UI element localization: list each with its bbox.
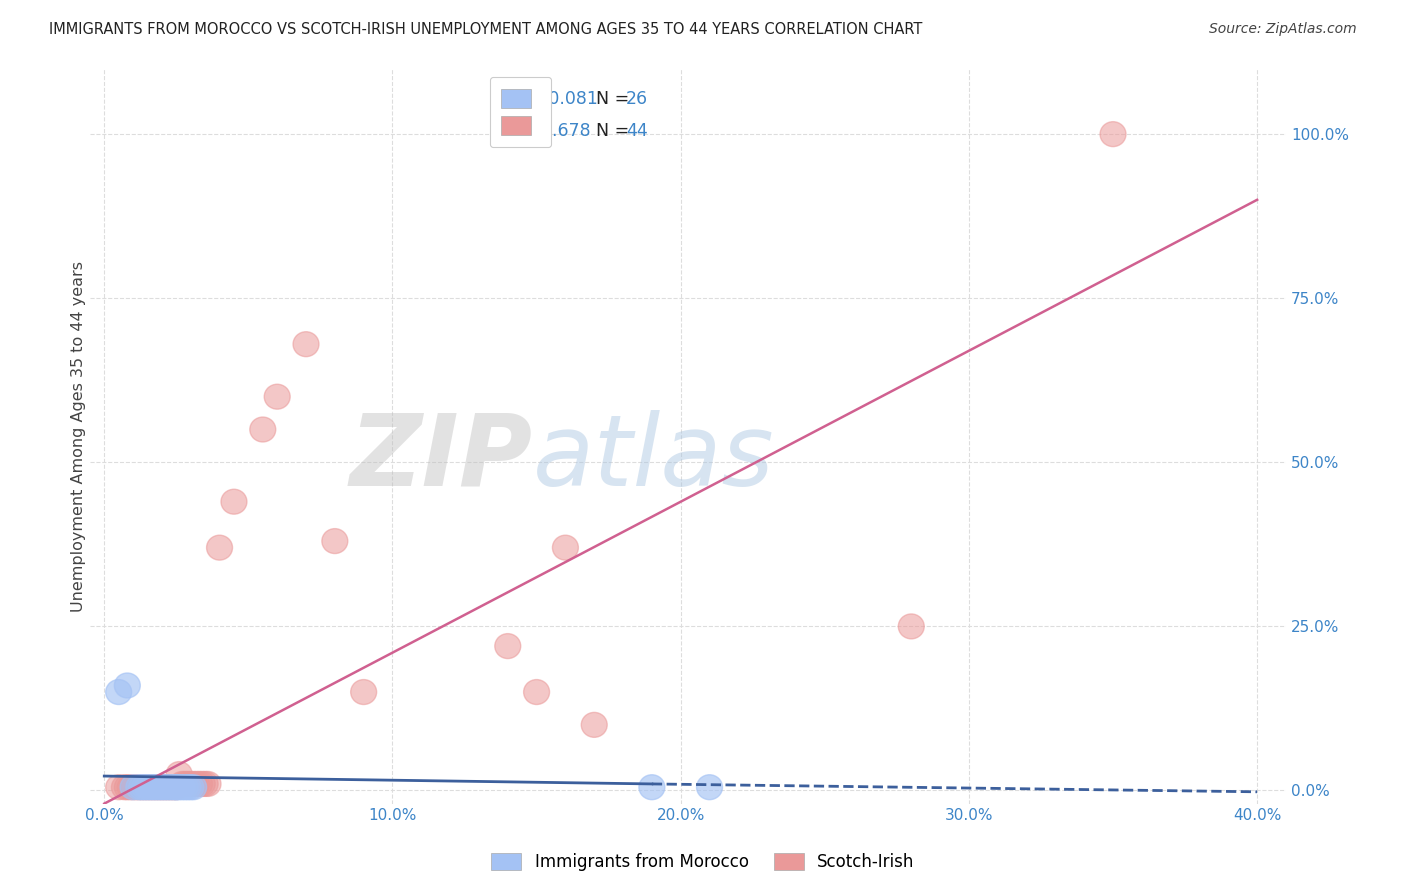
Ellipse shape	[264, 384, 290, 409]
Ellipse shape	[149, 775, 174, 800]
Ellipse shape	[157, 775, 184, 800]
Ellipse shape	[135, 775, 160, 800]
Ellipse shape	[105, 680, 132, 705]
Text: atlas: atlas	[533, 409, 775, 507]
Text: IMMIGRANTS FROM MOROCCO VS SCOTCH-IRISH UNEMPLOYMENT AMONG AGES 35 TO 44 YEARS C: IMMIGRANTS FROM MOROCCO VS SCOTCH-IRISH …	[49, 22, 922, 37]
Ellipse shape	[152, 775, 177, 800]
Ellipse shape	[114, 775, 141, 800]
Ellipse shape	[350, 680, 377, 705]
Y-axis label: Unemployment Among Ages 35 to 44 years: Unemployment Among Ages 35 to 44 years	[72, 260, 86, 612]
Ellipse shape	[129, 775, 155, 800]
Ellipse shape	[163, 775, 190, 800]
Ellipse shape	[138, 775, 163, 800]
Ellipse shape	[169, 772, 195, 797]
Text: -0.081: -0.081	[541, 90, 598, 109]
Ellipse shape	[172, 775, 198, 800]
Ellipse shape	[180, 772, 207, 797]
Ellipse shape	[143, 775, 169, 800]
Ellipse shape	[105, 775, 132, 800]
Ellipse shape	[146, 775, 172, 800]
Ellipse shape	[638, 775, 665, 800]
Ellipse shape	[166, 762, 193, 787]
Ellipse shape	[696, 775, 723, 800]
Ellipse shape	[160, 775, 187, 800]
Ellipse shape	[169, 775, 195, 800]
Ellipse shape	[146, 775, 172, 800]
Ellipse shape	[177, 775, 204, 800]
Ellipse shape	[322, 529, 347, 554]
Ellipse shape	[155, 775, 180, 800]
Text: R =: R =	[515, 122, 558, 140]
Text: 44: 44	[626, 122, 647, 140]
Ellipse shape	[553, 535, 578, 560]
Ellipse shape	[120, 775, 146, 800]
Ellipse shape	[163, 775, 190, 800]
Ellipse shape	[114, 673, 141, 698]
Ellipse shape	[141, 775, 166, 800]
Text: R =: R =	[515, 90, 553, 109]
Ellipse shape	[250, 417, 276, 442]
Ellipse shape	[581, 713, 607, 738]
Ellipse shape	[111, 775, 138, 800]
Ellipse shape	[160, 775, 187, 800]
Ellipse shape	[195, 772, 221, 797]
Ellipse shape	[138, 775, 163, 800]
Ellipse shape	[292, 332, 319, 357]
Ellipse shape	[157, 775, 184, 800]
Text: N =: N =	[596, 122, 634, 140]
Legend: , : ,	[489, 77, 551, 147]
Ellipse shape	[898, 614, 924, 639]
Ellipse shape	[155, 775, 180, 800]
Legend: Immigrants from Morocco, Scotch-Irish: Immigrants from Morocco, Scotch-Irish	[484, 845, 922, 880]
Ellipse shape	[149, 775, 174, 800]
Ellipse shape	[180, 775, 207, 800]
Ellipse shape	[184, 772, 209, 797]
Ellipse shape	[166, 775, 193, 800]
Ellipse shape	[163, 775, 190, 800]
Ellipse shape	[120, 775, 146, 800]
Ellipse shape	[174, 772, 201, 797]
Ellipse shape	[143, 775, 169, 800]
Text: 0.678: 0.678	[541, 122, 592, 140]
Ellipse shape	[132, 775, 157, 800]
Text: Source: ZipAtlas.com: Source: ZipAtlas.com	[1209, 22, 1357, 37]
Ellipse shape	[152, 775, 177, 800]
Text: N =: N =	[596, 90, 634, 109]
Text: 26: 26	[626, 90, 648, 109]
Ellipse shape	[177, 772, 204, 797]
Ellipse shape	[122, 775, 149, 800]
Ellipse shape	[190, 772, 215, 797]
Ellipse shape	[172, 772, 198, 797]
Ellipse shape	[523, 680, 550, 705]
Ellipse shape	[495, 633, 520, 658]
Ellipse shape	[174, 775, 201, 800]
Ellipse shape	[127, 775, 152, 800]
Ellipse shape	[1099, 121, 1126, 146]
Text: ZIP: ZIP	[350, 409, 533, 507]
Ellipse shape	[135, 775, 160, 800]
Ellipse shape	[132, 775, 157, 800]
Ellipse shape	[207, 535, 232, 560]
Ellipse shape	[127, 775, 152, 800]
Ellipse shape	[141, 775, 166, 800]
Ellipse shape	[117, 775, 143, 800]
Ellipse shape	[129, 775, 155, 800]
Ellipse shape	[193, 772, 218, 797]
Ellipse shape	[221, 489, 247, 514]
Ellipse shape	[187, 772, 212, 797]
